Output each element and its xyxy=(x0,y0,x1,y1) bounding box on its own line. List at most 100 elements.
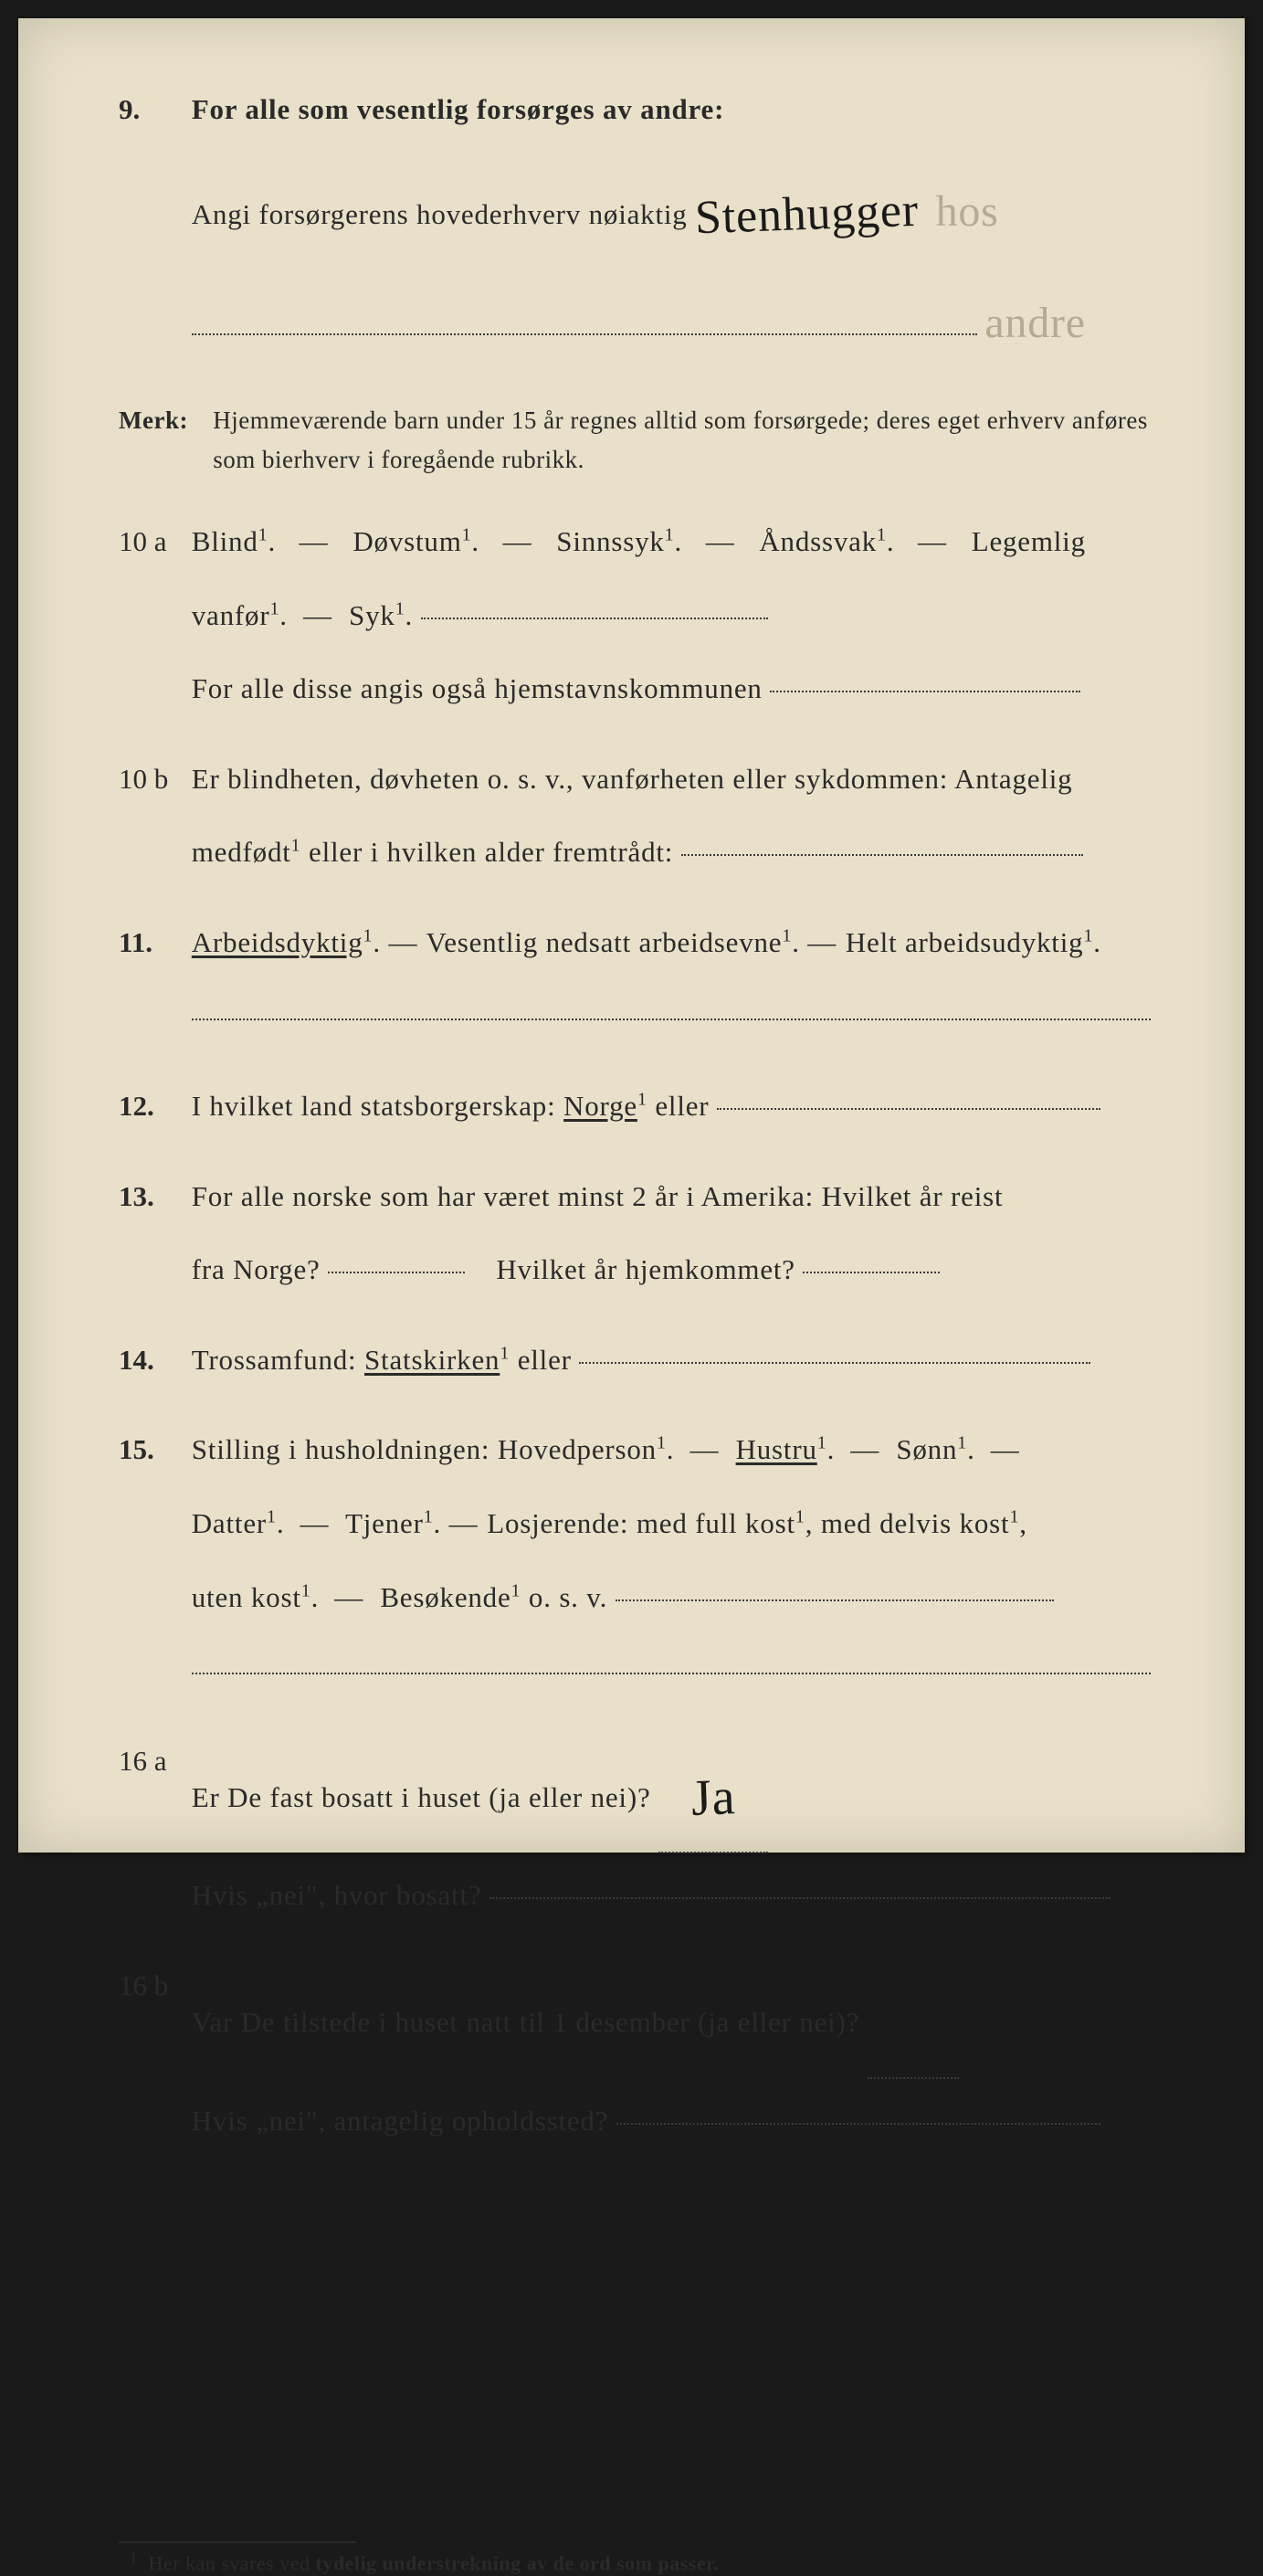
q9-body: For alle som vesentlig forsørges av andr… xyxy=(192,73,1163,385)
sup: 1 xyxy=(363,926,374,946)
q10a-opt-syk: Syk xyxy=(349,599,395,631)
merk-note: Merk: Hjemmeværende barn under 15 år reg… xyxy=(119,401,1163,480)
dash: — xyxy=(303,599,333,631)
q12-blank xyxy=(717,1108,1100,1110)
dash: — xyxy=(689,1433,720,1465)
q16a-number: 16 a xyxy=(119,1725,184,1799)
q16a-handwritten-ja: Ja xyxy=(689,1731,737,1865)
sup: 1 xyxy=(267,1507,277,1527)
q13-line1: For alle norske som har været minst 2 år… xyxy=(192,1180,1004,1212)
q9-handwritten-main: Stenhugger xyxy=(693,148,921,280)
q10a-opt-andssvak: Åndssvak xyxy=(759,525,877,557)
q15-blank2 xyxy=(192,1673,1151,1674)
sup: 1 xyxy=(1083,926,1093,946)
dash: — xyxy=(706,525,736,557)
q10b-medfodt: medfødt xyxy=(192,836,291,868)
q15-besokende: Besøkende xyxy=(380,1581,510,1613)
question-14: 14. Trossamfund: Statskirken1 eller xyxy=(119,1324,1163,1398)
q15-hustru: Hustru xyxy=(736,1433,817,1465)
question-11: 11. Arbeidsdyktig1. — Vesentlig nedsatt … xyxy=(119,906,1163,1053)
footnote-rule xyxy=(119,2541,356,2543)
sup: 1 xyxy=(424,1507,434,1527)
q10a-opt-sinnssyk: Sinnssyk xyxy=(556,525,664,557)
q10a-opt-dovstum: Døvstum xyxy=(353,525,461,557)
sup: 1 xyxy=(462,525,472,545)
q9-line1: For alle som vesentlig forsørges av andr… xyxy=(192,93,724,125)
merk-text: Hjemmeværende barn under 15 år regnes al… xyxy=(213,401,1162,480)
q10a-opt-blind: Blind xyxy=(192,525,258,557)
merk-label: Merk: xyxy=(119,401,206,440)
footnote-text: Her kan svares ved tydelig understreknin… xyxy=(149,2552,720,2575)
sup: 1 xyxy=(795,1507,805,1527)
q10a-number: 10 a xyxy=(119,505,184,579)
q11-number: 11. xyxy=(119,906,184,980)
sup: 1 xyxy=(258,525,268,545)
dash: — xyxy=(503,525,533,557)
sup: 1 xyxy=(291,836,301,856)
q16b-text2: Hvis „nei", antagelig opholdssted? xyxy=(192,2105,609,2137)
q13-fra-norge: fra Norge? xyxy=(192,1253,321,1285)
q15-blank xyxy=(616,1599,1054,1601)
q12-text-a: I hvilket land statsborgerskap: xyxy=(192,1090,563,1122)
sup: 1 xyxy=(877,525,887,545)
dash: — xyxy=(807,926,837,958)
sup: 1 xyxy=(269,598,279,618)
q16a-body: Er De fast bosatt i huset (ja eller nei)… xyxy=(192,1725,1163,1933)
q15-number: 15. xyxy=(119,1413,184,1487)
dash: — xyxy=(334,1581,364,1613)
q16a-answer-line: Ja xyxy=(658,1719,768,1854)
question-16b: 16 b Var De tilstede i huset natt til 1 … xyxy=(119,1949,1163,2158)
q11-nedsatt: Vesentlig nedsatt arbeidsevne xyxy=(426,926,782,958)
question-10a: 10 a Blind1. — Døvstum1. — Sinnssyk1. — … xyxy=(119,505,1163,726)
question-16a: 16 a Er De fast bosatt i huset (ja eller… xyxy=(119,1725,1163,1933)
q10a-hjemstavn: For alle disse angis også hjemstavnskomm… xyxy=(192,672,763,704)
q16a-blank xyxy=(489,1897,1110,1899)
dash: — xyxy=(300,525,330,557)
sup: 1 xyxy=(782,926,792,946)
sup: 1 xyxy=(511,1580,521,1600)
q15-datter: Datter xyxy=(192,1507,267,1539)
q14-blank xyxy=(579,1362,1090,1364)
q10b-line2b: eller i hvilken alder fremtrådt: xyxy=(309,836,673,868)
q10a-blank xyxy=(421,618,768,619)
q16a-text2: Hvis „nei", hvor bosatt? xyxy=(192,1879,482,1911)
q16b-number: 16 b xyxy=(119,1949,184,2023)
q10a-body: Blind1. — Døvstum1. — Sinnssyk1. — Åndss… xyxy=(192,505,1163,726)
question-13: 13. For alle norske som har været minst … xyxy=(119,1160,1163,1307)
dash: — xyxy=(991,1433,1021,1465)
q15-tjener: Tjener xyxy=(345,1507,424,1539)
sup: 1 xyxy=(1009,1507,1019,1527)
q15-body: Stilling i husholdningen: Hovedperson1. … xyxy=(192,1413,1163,1707)
q13-hjemkommet: Hvilket år hjemkommet? xyxy=(496,1253,795,1285)
q10b-line1: Er blindheten, døvheten o. s. v., vanfør… xyxy=(192,763,1073,795)
q10a-blank2 xyxy=(770,691,1080,692)
q15-sonn: Sønn xyxy=(896,1433,957,1465)
footnote-marker: 1 xyxy=(130,2550,138,2566)
q15-losjerende-full: Losjerende: med full kost xyxy=(487,1507,795,1539)
q11-blank xyxy=(192,1019,1151,1020)
q16a-text1: Er De fast bosatt i huset (ja eller nei)… xyxy=(192,1781,651,1813)
dash: — xyxy=(850,1433,880,1465)
q16b-blank xyxy=(616,2123,1100,2125)
q10b-blank xyxy=(681,854,1083,856)
q16b-handwritten-ja: Ja xyxy=(889,1956,937,2090)
q11-udyktig: Helt arbeidsudyktig xyxy=(846,926,1084,958)
sup: 1 xyxy=(665,525,675,545)
q12-body: I hvilket land statsborgerskap: Norge1 e… xyxy=(192,1070,1163,1144)
question-10b: 10 b Er blindheten, døvheten o. s. v., v… xyxy=(119,743,1163,890)
q15-delvis-kost: med delvis kost xyxy=(821,1507,1010,1539)
q10a-opt-legemlig: Legemlig xyxy=(972,525,1086,557)
sup: 1 xyxy=(637,1090,647,1110)
q13-body: For alle norske som har været minst 2 år… xyxy=(192,1160,1163,1307)
q13-blank1 xyxy=(328,1272,465,1273)
q16b-text1: Var De tilstede i huset natt til 1 desem… xyxy=(192,2006,860,2038)
q9-number: 9. xyxy=(119,73,184,147)
q11-body: Arbeidsdyktig1. — Vesentlig nedsatt arbe… xyxy=(192,906,1163,1053)
q14-text-a: Trossamfund: xyxy=(192,1344,364,1376)
q14-statskirken: Statskirken xyxy=(364,1344,500,1376)
q9-blank-line xyxy=(192,333,977,335)
q15-hovedperson: Stilling i husholdningen: Hovedperson xyxy=(192,1433,657,1465)
q10b-body: Er blindheten, døvheten o. s. v., vanfør… xyxy=(192,743,1163,890)
q12-number: 12. xyxy=(119,1070,184,1144)
q11-arbeidsdyktig: Arbeidsdyktig xyxy=(192,926,363,958)
